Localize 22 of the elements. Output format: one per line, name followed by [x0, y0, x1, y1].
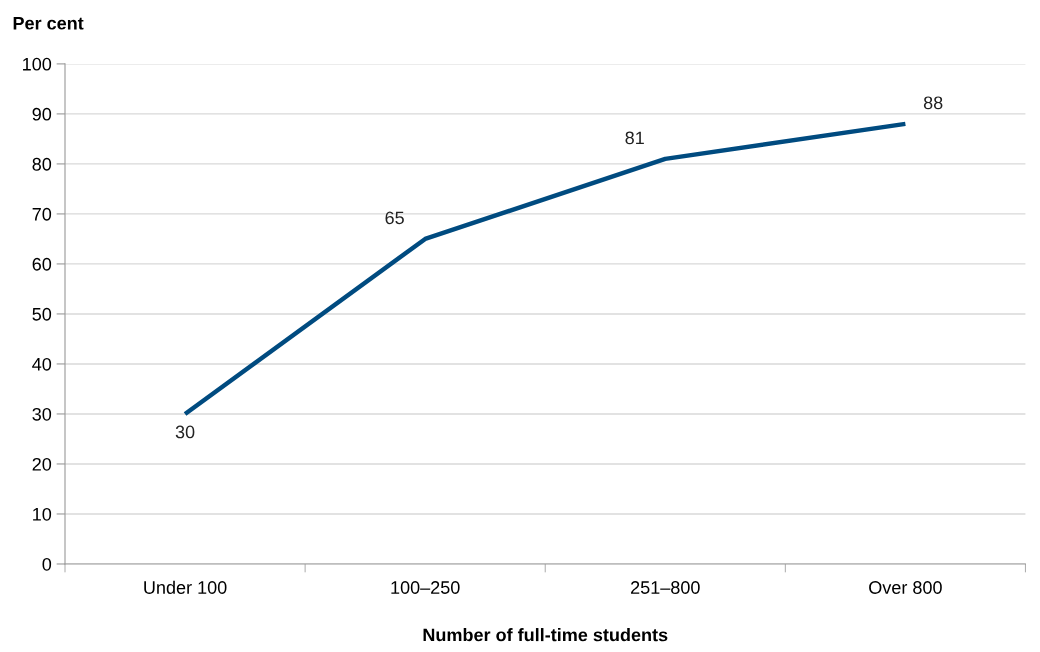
y-tick-label: 40 [32, 357, 52, 371]
data-label: 30 [175, 425, 195, 439]
y-tick-label: 0 [42, 557, 52, 571]
y-tick-label: 20 [32, 457, 52, 471]
y-axis-title: Per cent [13, 17, 84, 30]
y-tick-label: 30 [32, 407, 52, 421]
x-axis-title: Number of full-time students [423, 628, 668, 642]
y-tick-label: 90 [32, 107, 52, 121]
x-tick-label: Under 100 [144, 580, 227, 594]
line-series [182, 121, 908, 417]
y-tick-label: 60 [32, 257, 52, 271]
data-label: 88 [923, 96, 943, 110]
y-tick-label: 80 [32, 157, 52, 171]
y-tick-label: 100 [23, 57, 52, 71]
data-label: 81 [625, 131, 644, 145]
y-tick-label: 50 [32, 307, 52, 321]
data-label: 65 [385, 211, 404, 225]
y-tick-label: 10 [33, 507, 52, 521]
y-tick-label: 70 [32, 207, 52, 221]
x-tick-label: 251–800 [631, 581, 700, 594]
x-tick-label: 100–250 [391, 581, 460, 594]
x-tick-label: Over 800 [869, 581, 942, 594]
